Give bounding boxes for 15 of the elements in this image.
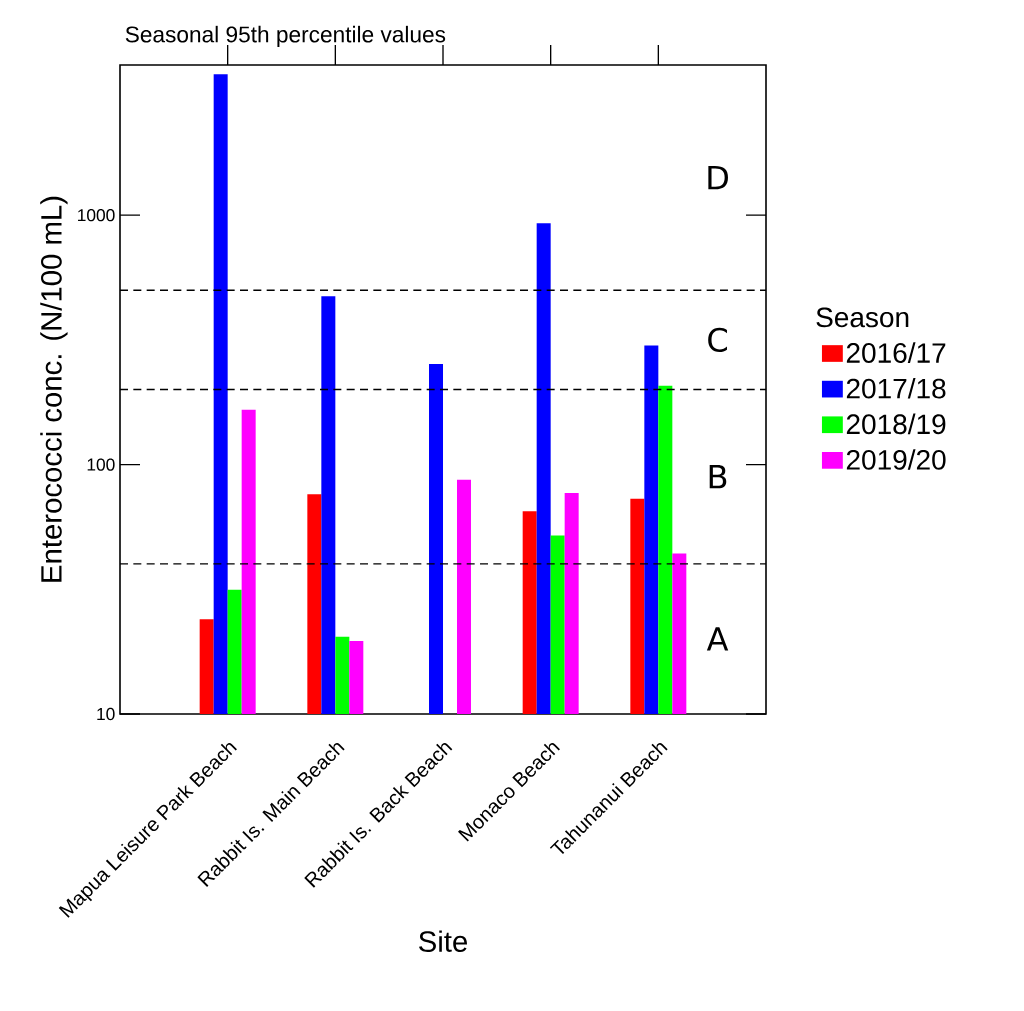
legend-label: 2018/19 xyxy=(846,413,946,435)
legend-label: 2019/20 xyxy=(846,449,946,470)
chart-title: Seasonal 95th percentile values xyxy=(125,25,446,47)
annotation: B xyxy=(709,465,727,489)
legend-title: Season xyxy=(816,307,909,328)
annotation: D xyxy=(708,165,728,190)
annotation: C xyxy=(708,327,727,352)
legend-label: 2016/17 xyxy=(846,342,946,363)
y-tick-label: 10 xyxy=(97,707,115,721)
x-axis-title: Site xyxy=(419,930,467,952)
y-axis-title: Enterococci conc. (N/100 mL) xyxy=(40,196,68,582)
y-tick-label: 1000 xyxy=(78,209,115,222)
y-tick-label: 100 xyxy=(87,458,115,471)
annotation: A xyxy=(706,627,729,651)
legend-label: 2017/18 xyxy=(846,377,946,399)
